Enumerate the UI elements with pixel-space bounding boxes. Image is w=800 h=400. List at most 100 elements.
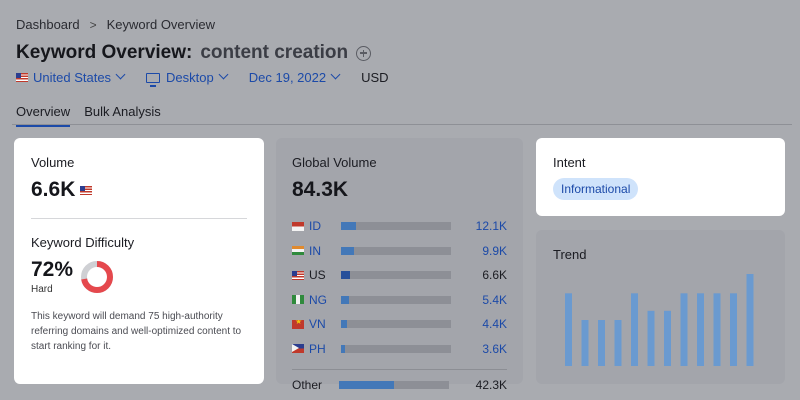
chevron-right-icon: >: [89, 17, 97, 32]
country-volume-value: 9.9K: [482, 243, 507, 258]
trend-bar: [581, 320, 589, 366]
trend-bar: [614, 320, 622, 366]
breadcrumb-home-link[interactable]: Dashboard: [16, 17, 80, 32]
chevron-down-icon: [330, 69, 341, 80]
country-volume-bar: [341, 320, 451, 329]
trend-bar: [680, 293, 688, 366]
page-title: Keyword Overview: content creation: [16, 42, 372, 64]
country-dropdown-label: United States: [33, 70, 112, 85]
country-volume-bar-fill: [341, 271, 350, 280]
page-title-label: Keyword Overview:: [16, 42, 193, 63]
keyword-difficulty-description: This keyword will demand 75 high-authori…: [31, 311, 242, 352]
trend-bar: [631, 293, 638, 366]
us-flag-icon: [292, 270, 304, 280]
country-volume-value: 6.6K: [482, 268, 507, 283]
breadcrumb-current: Keyword Overview: [106, 17, 215, 32]
country-row-ng[interactable]: NG 5.4K: [292, 288, 507, 313]
country-code: NG: [309, 292, 327, 307]
country-code: ID: [309, 219, 321, 234]
country-row-id[interactable]: ID 12.1K: [292, 214, 507, 239]
country-code: PH: [309, 341, 326, 356]
other-countries-row: Other 42.3K: [292, 378, 507, 392]
tab-divider: [12, 124, 792, 125]
global-volume-rows: ID 12.1K IN 9.9K US 6.6K NG 5.4K VN 4.4K: [292, 214, 507, 361]
tab-bar: Overview Bulk Analysis: [16, 104, 175, 127]
intent-badge[interactable]: Informational: [553, 178, 639, 200]
volume-label: Volume: [31, 155, 75, 170]
india-flag-icon: [292, 246, 304, 256]
filter-bar: United States Desktop Dec 19, 2022 USD: [16, 69, 411, 87]
keyword-difficulty-label: Keyword Difficulty: [31, 235, 135, 250]
keyword-difficulty-value: 72%: [31, 258, 74, 281]
country-volume-bar-fill: [341, 320, 347, 329]
country-volume-bar: [341, 271, 451, 280]
trend-label: Trend: [553, 247, 587, 262]
trend-chart: [565, 274, 754, 366]
country-volume-value: 3.6K: [482, 341, 507, 356]
add-circle-icon[interactable]: [356, 45, 372, 61]
us-flag-icon: [16, 73, 28, 82]
chevron-down-icon: [115, 69, 126, 80]
other-volume-bar-fill: [339, 381, 394, 389]
device-dropdown-label: Desktop: [166, 70, 214, 85]
other-label: Other: [292, 378, 323, 392]
currency-label: USD: [361, 70, 388, 85]
difficulty-donut-arc: [81, 260, 113, 293]
country-volume-bar-fill: [341, 222, 357, 231]
other-volume-bar: [339, 381, 449, 389]
trend-bar: [713, 293, 721, 366]
us-flag-icon: [80, 185, 93, 195]
breadcrumb: Dashboard > Keyword Overview: [16, 17, 215, 32]
country-code: VN: [309, 317, 326, 332]
nigeria-flag-icon: [292, 295, 304, 305]
country-row-vn[interactable]: VN 4.4K: [292, 312, 507, 337]
date-dropdown[interactable]: Dec 19, 2022: [248, 69, 341, 85]
volume-value: 6.6K: [31, 178, 76, 201]
keyword-difficulty-level: Hard: [31, 284, 53, 295]
global-volume-label: Global Volume: [292, 155, 377, 170]
volume-card: Volume 6.6K Keyword Difficulty 72% Hard …: [14, 138, 264, 384]
card-divider: [31, 218, 247, 219]
difficulty-donut-chart: [81, 260, 113, 293]
trend-bar: [664, 310, 671, 366]
philippines-flag-icon: [292, 344, 304, 354]
country-volume-bar: [341, 222, 451, 231]
desktop-icon: [146, 72, 161, 87]
country-volume-value: 5.4K: [482, 292, 507, 307]
country-row-in[interactable]: IN 9.9K: [292, 239, 507, 264]
country-volume-value: 4.4K: [482, 317, 507, 332]
country-volume-value: 12.1K: [475, 219, 507, 234]
country-dropdown[interactable]: United States: [16, 69, 126, 85]
country-volume-bar: [341, 344, 451, 353]
date-dropdown-label: Dec 19, 2022: [248, 70, 327, 85]
country-volume-bar: [341, 246, 451, 255]
page-title-keyword: content creation: [200, 42, 349, 63]
global-volume-value: 84.3K: [292, 178, 349, 201]
tab-bulk-analysis[interactable]: Bulk Analysis: [84, 104, 161, 119]
country-row-us: US 6.6K: [292, 263, 507, 288]
trend-card: Trend: [536, 230, 785, 384]
trend-bar: [598, 320, 605, 366]
other-volume-value: 42.3K: [475, 378, 507, 392]
country-code: US: [309, 268, 326, 283]
indonesia-flag-icon: [292, 221, 304, 231]
vietnam-flag-icon: [292, 319, 304, 329]
trend-bar: [730, 293, 737, 366]
volume-value-row: 6.6K: [31, 178, 247, 202]
tab-overview[interactable]: Overview: [16, 104, 71, 127]
trend-bar: [647, 310, 655, 366]
global-volume-card: Global Volume 84.3K ID 12.1K IN 9.9K US …: [276, 138, 523, 392]
intent-card: Intent Informational: [536, 138, 785, 216]
chevron-down-icon: [218, 69, 229, 80]
country-row-ph[interactable]: PH 3.6K: [292, 337, 507, 362]
country-volume-bar-fill: [341, 246, 355, 255]
trend-bar: [746, 274, 754, 366]
currency-text: USD: [361, 70, 389, 85]
country-code: IN: [309, 243, 321, 258]
trend-bar: [697, 293, 704, 366]
keyword-difficulty-row: 72% Hard: [31, 258, 247, 295]
global-volume-divider: [292, 369, 507, 370]
device-dropdown[interactable]: Desktop: [146, 69, 229, 87]
country-volume-bar-fill: [341, 344, 346, 353]
country-volume-bar-fill: [341, 295, 349, 304]
